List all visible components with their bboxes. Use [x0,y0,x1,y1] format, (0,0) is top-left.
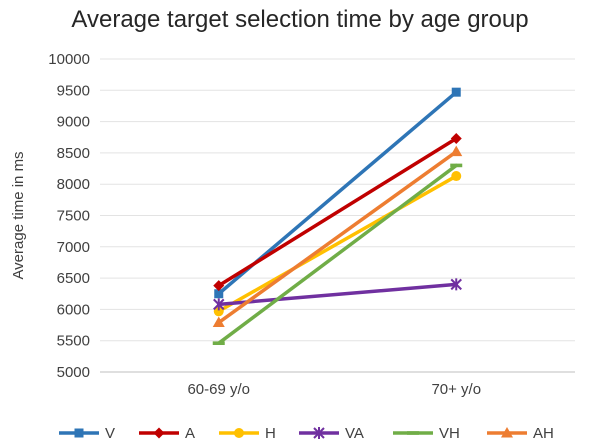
data-point-va [213,298,225,311]
legend-marker-vh [407,431,419,435]
y-tick-label: 10000 [48,51,90,68]
y-tick-label: 8500 [57,145,90,162]
y-tick-label: 6000 [57,301,90,318]
series-line-va [217,282,458,307]
legend-marker-v [74,428,84,438]
legend-label-vh: VH [439,425,460,440]
series-line-a [217,136,458,288]
y-tick-label: 7000 [57,239,90,256]
gridlines [100,58,575,373]
y-tick-label: 5000 [57,364,90,381]
series-line-vh [217,163,458,345]
legend-label-v: V [105,425,115,440]
y-tick-label: 7500 [57,208,90,225]
y-tick-label: 6500 [57,270,90,287]
legend-item-vh: VH [393,425,460,440]
series-line-ah [217,149,458,325]
legend-marker-h [234,428,244,438]
y-tick-label: 9500 [57,82,90,99]
x-tick-label: 70+ y/o [431,381,481,398]
x-tick-labels: 60-69 y/o 70+ y/o [187,381,481,398]
legend-label-va: VA [345,425,364,440]
data-point-ah [450,145,463,157]
y-tick-label: 9000 [57,114,90,131]
data-point-va [450,278,462,291]
y-axis-title: Average time in ms [10,151,27,279]
series-lines [217,90,458,345]
x-tick-label: 60-69 y/o [187,381,250,398]
legend-label-ah: AH [533,425,554,440]
legend-item-h: H [219,425,276,440]
legend-item-ah: AH [487,425,554,440]
data-point-vh [212,341,225,346]
data-point-ah [212,316,225,328]
legend-item-a: A [139,425,195,440]
legend: V A H VA VH AH [59,425,554,440]
series-markers [212,87,463,346]
y-tick-label: 8000 [57,176,90,193]
data-point-a [213,280,225,292]
data-point-v [451,87,461,97]
legend-marker-va [313,427,325,439]
legend-label-h: H [265,425,276,440]
y-tick-label: 5500 [57,333,90,350]
data-point-a [450,133,462,145]
series-line-h [217,174,458,314]
legend-item-v: V [59,425,115,440]
legend-marker-ah [501,427,513,438]
legend-marker-a [153,427,165,439]
data-point-v [214,289,224,299]
data-point-h [451,171,462,182]
data-point-h [213,306,224,317]
data-point-vh [450,163,463,168]
legend-label-a: A [185,425,195,440]
legend-item-va: VA [299,425,364,440]
chart-title: Average target selection time by age gro… [71,6,529,33]
y-tick-labels: 5000 5500 6000 6500 7000 7500 8000 8500 9000 9500… [48,51,90,381]
